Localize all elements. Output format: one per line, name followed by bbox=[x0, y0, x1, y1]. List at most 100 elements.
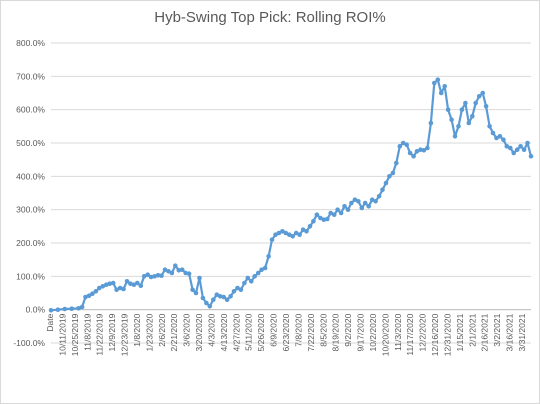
roi-data-point bbox=[138, 283, 144, 289]
x-tick-label: 11/8/2019 bbox=[82, 313, 92, 350]
roi-data-point bbox=[487, 124, 492, 129]
roi-data-point bbox=[459, 107, 465, 112]
x-tick-label: 3/31/2021 bbox=[517, 313, 527, 351]
y-tick-label: 200.0% bbox=[16, 238, 45, 248]
roi-data-point bbox=[76, 306, 81, 311]
roi-data-point bbox=[366, 204, 372, 209]
roi-data-point bbox=[331, 212, 337, 217]
roi-data-point bbox=[166, 269, 171, 274]
roi-data-point bbox=[148, 274, 154, 280]
roi-data-point bbox=[280, 229, 285, 234]
y-tick-label: 100.0% bbox=[16, 271, 45, 281]
roi-data-point bbox=[432, 80, 437, 86]
roi-data-point bbox=[259, 267, 264, 273]
roi-data-point bbox=[521, 147, 527, 152]
y-tick-label: 300.0% bbox=[16, 205, 45, 215]
roi-data-point bbox=[90, 291, 95, 297]
roi-data-point bbox=[463, 100, 468, 106]
roi-data-point bbox=[217, 294, 223, 299]
roi-data-point bbox=[501, 137, 506, 142]
x-tick-label: 11/17/2020 bbox=[405, 313, 415, 355]
x-tick-label: 12/9/2019 bbox=[107, 313, 117, 351]
x-tick-label: 3/16/2021 bbox=[505, 313, 515, 351]
roi-data-point bbox=[224, 297, 230, 303]
x-tick-label: 7/8/2020 bbox=[293, 313, 303, 346]
roi-data-point bbox=[169, 270, 175, 276]
roi-data-point bbox=[245, 275, 251, 281]
roi-data-point bbox=[508, 145, 513, 151]
roi-data-point bbox=[297, 232, 302, 237]
roi-data-point bbox=[262, 265, 268, 271]
x-tick-label: 12/2/2020 bbox=[418, 313, 428, 351]
x-tick-label: Date bbox=[45, 313, 55, 331]
roi-data-point bbox=[242, 280, 247, 286]
roi-data-point bbox=[387, 174, 392, 179]
roi-data-point bbox=[452, 134, 458, 139]
roi-data-point bbox=[494, 135, 499, 141]
roi-data-point bbox=[179, 267, 185, 273]
x-tick-label: 2/6/2020 bbox=[157, 313, 167, 346]
roi-data-point bbox=[318, 215, 323, 221]
x-tick-label: 9/2/2020 bbox=[343, 313, 353, 346]
y-tick-label: 600.0% bbox=[16, 105, 45, 115]
x-tick-label: 8/5/2020 bbox=[318, 313, 328, 346]
roi-data-point bbox=[470, 114, 475, 119]
roi-data-point bbox=[362, 200, 368, 206]
y-tick-label: 0.0% bbox=[26, 305, 46, 315]
roi-data-point bbox=[249, 279, 254, 284]
x-tick-label: 5/11/2020 bbox=[244, 313, 254, 350]
x-tick-label: 8/19/2020 bbox=[331, 313, 341, 351]
roi-data-point bbox=[435, 77, 441, 82]
x-tick-label: 3/2/2021 bbox=[492, 313, 502, 346]
x-tick-label: 1/23/2020 bbox=[144, 313, 154, 351]
roi-data-point bbox=[314, 212, 320, 217]
y-tick-label: 800.0% bbox=[16, 38, 45, 48]
roi-data-point bbox=[62, 306, 68, 312]
roi-data-point bbox=[276, 230, 282, 236]
y-tick-label: -100.0% bbox=[13, 338, 45, 348]
roi-data-point bbox=[152, 274, 157, 279]
roi-data-point bbox=[128, 281, 133, 287]
x-tick-label: 9/17/2020 bbox=[356, 313, 366, 351]
roi-data-point bbox=[204, 300, 209, 306]
roi-data-point bbox=[511, 150, 516, 156]
roi-data-point bbox=[483, 104, 489, 109]
roi-data-point bbox=[428, 120, 434, 126]
x-tick-label: 11/22/2019 bbox=[95, 313, 105, 355]
roi-data-point bbox=[466, 120, 472, 126]
roi-data-point bbox=[373, 199, 378, 204]
roi-data-point bbox=[93, 289, 99, 294]
roi-data-point bbox=[69, 306, 74, 312]
x-tick-label: 12/16/2020 bbox=[430, 313, 440, 356]
roi-data-point bbox=[376, 194, 382, 199]
x-tick-label: 10/2/2020 bbox=[368, 313, 378, 351]
roi-data-point bbox=[186, 271, 192, 277]
roi-data-point bbox=[273, 232, 278, 237]
roi-data-point bbox=[221, 294, 226, 300]
x-tick-label: 11/3/2020 bbox=[393, 313, 403, 350]
x-tick-label: 6/23/2020 bbox=[281, 313, 291, 351]
roi-data-point bbox=[100, 284, 106, 289]
y-tick-label: 500.0% bbox=[16, 138, 45, 148]
roi-data-point bbox=[55, 307, 61, 313]
roi-data-point bbox=[255, 270, 261, 276]
x-tick-label: 6/9/2020 bbox=[269, 313, 279, 346]
x-tick-label: 3/20/2020 bbox=[194, 313, 204, 351]
roi-data-point bbox=[456, 124, 461, 129]
roi-data-point bbox=[190, 287, 195, 293]
roi-data-point bbox=[269, 237, 275, 242]
x-tick-label: 2/21/2020 bbox=[169, 313, 179, 351]
roi-data-point bbox=[397, 144, 403, 149]
roi-data-point bbox=[380, 187, 385, 192]
x-tick-label: 2/16/2021 bbox=[480, 313, 490, 351]
x-tick-label: 10/11/2019 bbox=[57, 313, 67, 355]
chart-title: Hyb-Swing Top Pick: Rolling ROI% bbox=[154, 9, 386, 26]
roi-data-point bbox=[48, 308, 54, 313]
roi-data-point bbox=[480, 90, 486, 96]
roi-data-point bbox=[321, 217, 327, 222]
roi-data-point bbox=[518, 144, 523, 149]
roi-data-point bbox=[266, 254, 271, 259]
roi-data-point bbox=[124, 279, 130, 284]
roi-data-point bbox=[86, 293, 92, 299]
